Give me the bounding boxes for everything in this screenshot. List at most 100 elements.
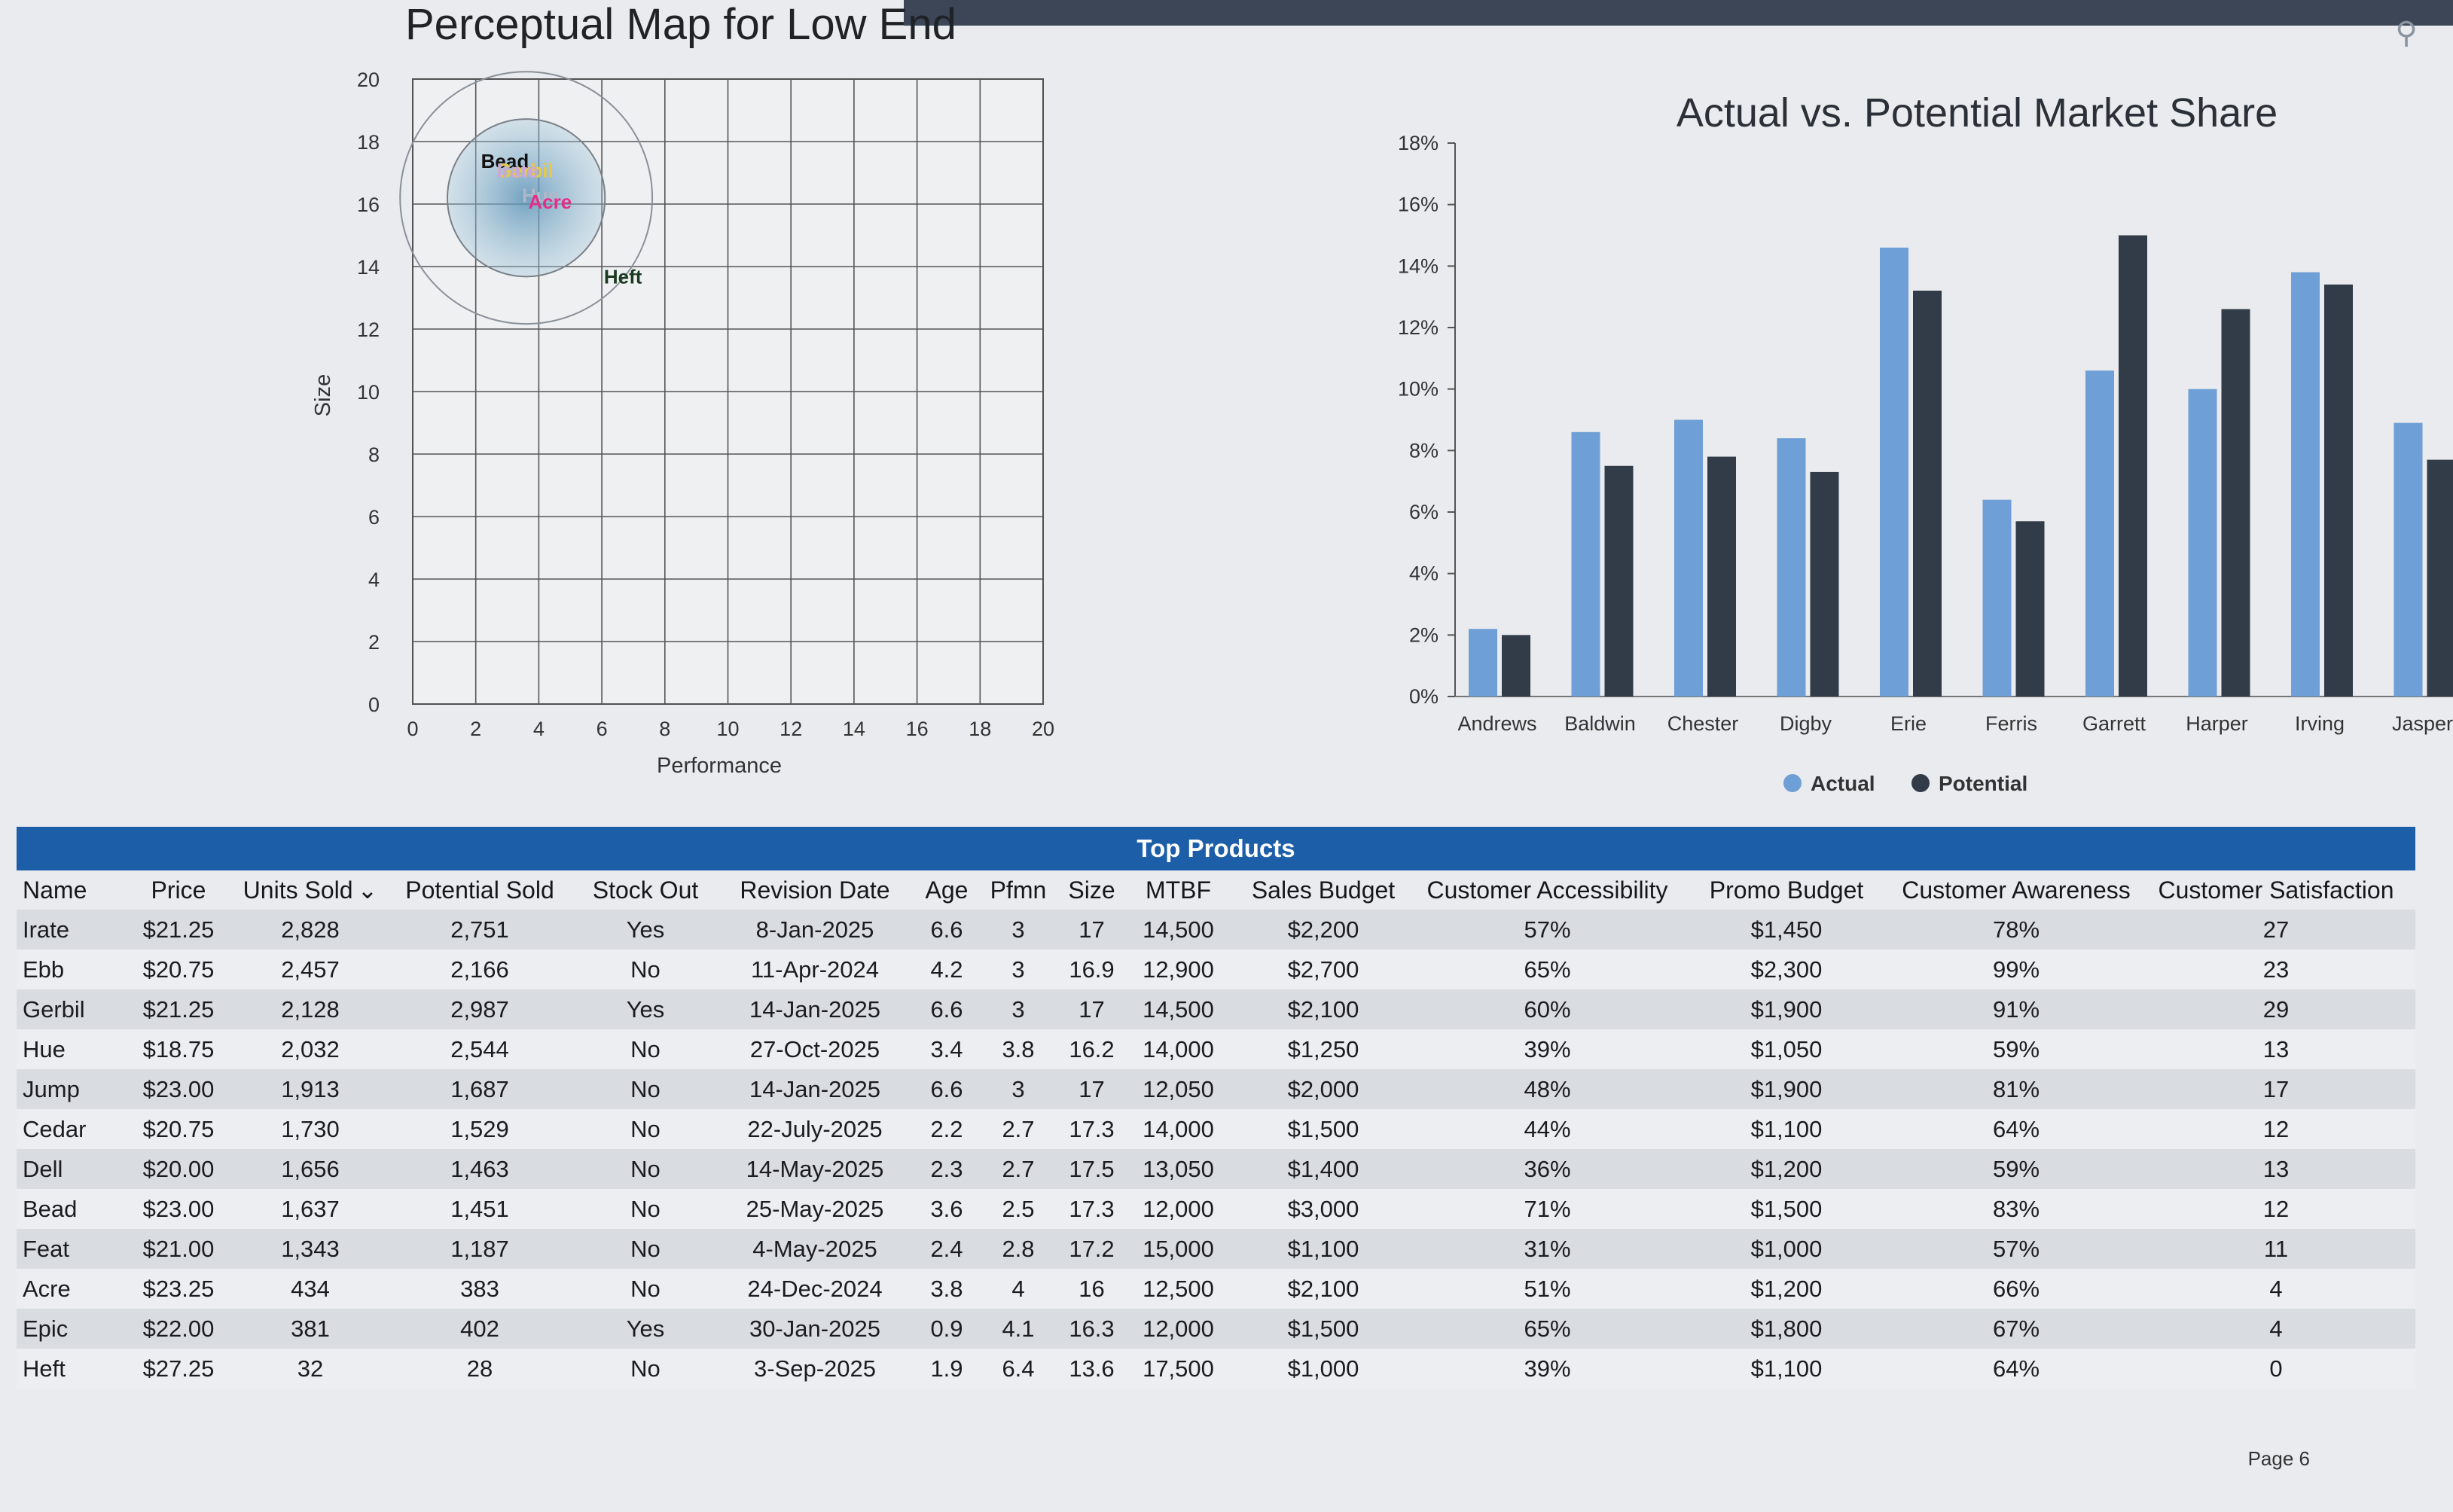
- sort-chevron-down-icon[interactable]: ⌄: [357, 876, 378, 904]
- bar-y-tick-label: 0%: [1409, 685, 1439, 708]
- table-cell-age: 2.3: [913, 1149, 981, 1189]
- column-header-revision-date[interactable]: Revision Date: [717, 870, 913, 910]
- table-cell-potential-sold: 1,451: [386, 1189, 574, 1229]
- table-cell-stock-out: No: [574, 1029, 717, 1069]
- table-cell-mtbf: 12,050: [1127, 1069, 1229, 1109]
- table-row[interactable]: Cedar $20.75 1,730 1,529 No 22-July-2025 2.2 2.…: [17, 1109, 2415, 1149]
- table-cell-mtbf: 12,500: [1127, 1269, 1229, 1309]
- table-cell-price: $27.25: [122, 1349, 235, 1389]
- table-cell-customer-satisfaction: 17: [2137, 1069, 2415, 1109]
- table-cell-mtbf: 12,000: [1127, 1189, 1229, 1229]
- column-header-label: Price: [151, 876, 206, 904]
- table-cell-stock-out: No: [574, 1069, 717, 1109]
- bar-actual-digby: [1777, 438, 1806, 697]
- map-x-tick-label: 18: [969, 718, 991, 740]
- ideal-spot-circles: [399, 71, 654, 325]
- table-cell-customer-awareness: 59%: [1896, 1149, 2137, 1189]
- table-cell-units-sold: 1,637: [235, 1189, 386, 1229]
- magnifier-icon[interactable]: ⚲: [2395, 17, 2418, 50]
- bar-potential-harper: [2221, 309, 2250, 697]
- column-header-label: Customer Satisfaction: [2158, 876, 2394, 904]
- perceptual-map-chart: Perceptual Map for Low End 0 2 4 6 8 10 12 14 16…: [311, 0, 1054, 778]
- map-y-tick-label: 8: [368, 444, 380, 466]
- bar-actual-garrett: [2085, 370, 2114, 697]
- table-cell-sales-budget: $3,000: [1229, 1189, 1417, 1229]
- bar-y-tick-label: 6%: [1409, 501, 1439, 523]
- table-cell-units-sold: 1,656: [235, 1149, 386, 1189]
- table-row[interactable]: Heft $27.25 32 28 No 3-Sep-2025 1.9 6.4 13.6 17,5…: [17, 1349, 2415, 1389]
- table-cell-mtbf: 12,000: [1127, 1309, 1229, 1349]
- map-x-tick-label: 16: [906, 718, 929, 740]
- table-cell-customer-awareness: 66%: [1896, 1269, 2137, 1309]
- table-row[interactable]: Acre $23.25 434 383 No 24-Dec-2024 3.8 4 16 12,50…: [17, 1269, 2415, 1309]
- table-cell-customer-awareness: 78%: [1896, 910, 2137, 950]
- table-cell-pfmn: 3: [981, 950, 1056, 989]
- table-cell-units-sold: 32: [235, 1349, 386, 1389]
- column-header-age[interactable]: Age: [913, 870, 981, 910]
- bar-y-tick-label: 2%: [1409, 623, 1439, 646]
- table-cell-price: $22.00: [122, 1309, 235, 1349]
- top-bar: ⚲: [904, 0, 2453, 50]
- table-cell-potential-sold: 402: [386, 1309, 574, 1349]
- table-row[interactable]: Feat $21.00 1,343 1,187 No 4-May-2025 2.4 2.8 17…: [17, 1229, 2415, 1269]
- table-row[interactable]: Hue $18.75 2,032 2,544 No 27-Oct-2025 3.4 3.8 16…: [17, 1029, 2415, 1069]
- table-cell-age: 6.6: [913, 910, 981, 950]
- column-header-promo-budget[interactable]: Promo Budget: [1677, 870, 1896, 910]
- table-row[interactable]: Jump $23.00 1,913 1,687 No 14-Jan-2025 6.6 3 17 1…: [17, 1069, 2415, 1109]
- table-row[interactable]: Irate $21.25 2,828 2,751 Yes 8-Jan-2025 6.6 3 17…: [17, 910, 2415, 950]
- column-header-size[interactable]: Size: [1056, 870, 1127, 910]
- legend-actual-label: Actual: [1811, 772, 1875, 795]
- column-header-pfmn[interactable]: Pfmn: [981, 870, 1056, 910]
- bar-x-tick-label: Ferris: [1985, 712, 2037, 735]
- bar-x-tick-label: Chester: [1667, 712, 1739, 735]
- table-row[interactable]: Ebb $20.75 2,457 2,166 No 11-Apr-2024 4.2 3 16.9…: [17, 950, 2415, 989]
- table-cell-sales-budget: $2,100: [1229, 1269, 1417, 1309]
- column-header-customer-accessibility[interactable]: Customer Accessibility: [1417, 870, 1677, 910]
- table-cell-stock-out: No: [574, 950, 717, 989]
- map-x-tick-label: 12: [780, 718, 802, 740]
- bar-x-tick-label: Jasper: [2392, 712, 2453, 735]
- table-cell-customer-accessibility: 57%: [1417, 910, 1677, 950]
- map-y-ticks: 0 2 4 6 8 10 12 14 16 18 20: [357, 69, 380, 716]
- table-cell-pfmn: 4.1: [981, 1309, 1056, 1349]
- table-row[interactable]: Epic $22.00 381 402 Yes 30-Jan-2025 0.9 4.1 16.3…: [17, 1309, 2415, 1349]
- column-header-label: Sales Budget: [1251, 876, 1396, 904]
- map-point-label: Acre: [528, 191, 572, 213]
- table-row[interactable]: Dell $20.00 1,656 1,463 No 14-May-2025 2.3 2.7 1…: [17, 1149, 2415, 1189]
- bar-potential-digby: [1810, 471, 1839, 697]
- table-row[interactable]: Gerbil $21.25 2,128 2,987 Yes 14-Jan-2025 6.6 3…: [17, 989, 2415, 1029]
- map-y-tick-label: 16: [357, 194, 380, 216]
- column-header-price[interactable]: Price: [122, 870, 235, 910]
- table-cell-pfmn: 3: [981, 1069, 1056, 1109]
- bar-actual-ferris: [1982, 499, 2012, 697]
- table-cell-size: 17.3: [1056, 1189, 1127, 1229]
- table-cell-pfmn: 2.5: [981, 1189, 1056, 1229]
- table-row[interactable]: Bead $23.00 1,637 1,451 No 25-May-2025 3.6 2.5 1…: [17, 1189, 2415, 1229]
- table-cell-units-sold: 1,730: [235, 1109, 386, 1149]
- table-cell-customer-accessibility: 39%: [1417, 1349, 1677, 1389]
- bar-potential-ferris: [2015, 521, 2045, 697]
- table-cell-stock-out: No: [574, 1269, 717, 1309]
- column-header-customer-awareness[interactable]: Customer Awareness: [1896, 870, 2137, 910]
- table-cell-units-sold: 1,913: [235, 1069, 386, 1109]
- bar-potential-andrews: [1502, 635, 1530, 697]
- bar-potential-jasper: [2427, 459, 2453, 697]
- column-header-name[interactable]: Name: [17, 870, 122, 910]
- table-cell-potential-sold: 2,544: [386, 1029, 574, 1069]
- map-y-tick-label: 4: [368, 569, 380, 591]
- table-cell-units-sold: 2,457: [235, 950, 386, 989]
- column-header-customer-satisfaction[interactable]: Customer Satisfaction: [2137, 870, 2415, 910]
- column-header-potential-sold[interactable]: Potential Sold: [386, 870, 574, 910]
- table-cell-units-sold: 381: [235, 1309, 386, 1349]
- column-header-mtbf[interactable]: MTBF: [1127, 870, 1229, 910]
- column-header-sales-budget[interactable]: Sales Budget: [1229, 870, 1417, 910]
- map-point-label: Irate: [497, 160, 539, 182]
- column-header-stock-out[interactable]: Stock Out: [574, 870, 717, 910]
- fine-cut-circle: [447, 118, 606, 278]
- bar-actual-baldwin: [1571, 431, 1600, 697]
- column-header-units-sold[interactable]: Units Sold ⌄: [235, 870, 386, 910]
- table-cell-customer-accessibility: 31%: [1417, 1229, 1677, 1269]
- map-x-axis-label: Performance: [657, 754, 782, 778]
- table-cell-units-sold: 434: [235, 1269, 386, 1309]
- table-cell-customer-satisfaction: 27: [2137, 910, 2415, 950]
